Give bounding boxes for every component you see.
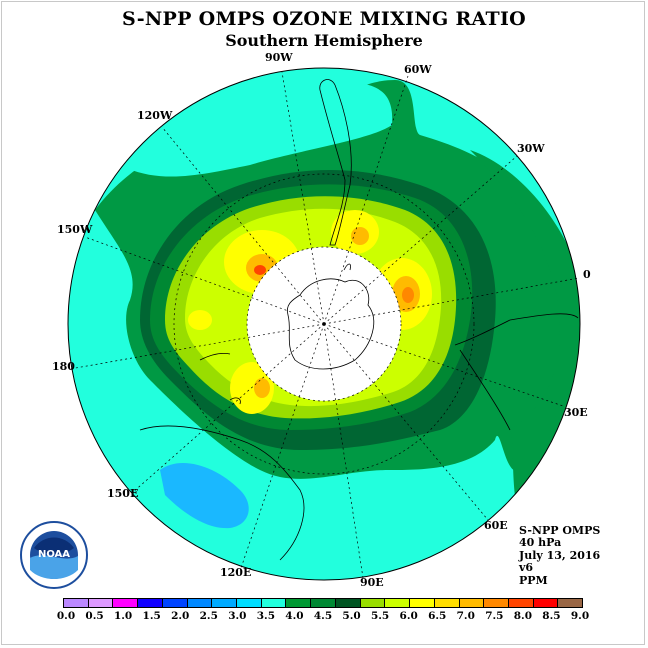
- lon-label-30w: 30W: [517, 142, 545, 155]
- band-7-0-south: [254, 378, 270, 398]
- map-border: [67, 67, 581, 581]
- colorbar-tick-label: 5.0: [342, 610, 361, 622]
- colorbar-swatch: [311, 599, 336, 607]
- colorbar-tick-label: 2.0: [171, 610, 190, 622]
- colorbar-swatch: [212, 599, 238, 607]
- colorbar-tick-label: 6.5: [428, 610, 447, 622]
- colorbar-tick-label: 4.0: [285, 610, 304, 622]
- lon-label-90e: 90E: [360, 576, 384, 589]
- colorbar-swatch: [187, 599, 213, 607]
- colorbar-swatch: [385, 599, 411, 607]
- noaa-logo: NOAA: [20, 521, 88, 589]
- colorbar-swatch: [558, 599, 583, 607]
- colorbar-swatch: [434, 599, 460, 607]
- info-panel: S-NPP OMPS 40 hPa July 13, 2016 v6 PPM: [519, 524, 601, 587]
- lon-label-150w: 150W: [57, 223, 93, 236]
- graticule: [69, 71, 580, 579]
- band-7-0-north: [351, 227, 369, 245]
- colorbar-swatch: [335, 599, 361, 607]
- ozone-field: [68, 68, 580, 580]
- colorbar-swatch: [286, 599, 312, 607]
- south-america-coast: [319, 79, 352, 246]
- colorbar-swatch: [138, 599, 163, 607]
- colorbar-tick-label: 3.0: [228, 610, 247, 622]
- colorbar: [63, 598, 583, 608]
- colorbar-swatch: [64, 599, 89, 607]
- band-3-5-patch: [160, 462, 249, 529]
- colorbar-tick-label: 4.5: [313, 610, 333, 622]
- lon-label-60w: 60W: [404, 63, 432, 76]
- colorbar-tick-label: 0.5: [85, 610, 104, 622]
- colorbar-tick-label: 1.0: [113, 610, 133, 622]
- coastlines: [139, 79, 579, 561]
- lon-label-180: 180: [52, 360, 75, 373]
- info-pressure: 40 hPa: [519, 536, 562, 550]
- colorbar-swatch: [360, 599, 386, 607]
- colorbar-tick-label: 7.5: [485, 610, 504, 622]
- info-date: July 13, 2016: [519, 548, 601, 562]
- colorbar-swatch: [508, 599, 534, 607]
- australia-coast: [139, 425, 305, 561]
- band-6-5-spot: [188, 310, 212, 330]
- colorbar-swatch: [533, 599, 559, 607]
- map-subtitle: Southern Hemisphere: [225, 31, 423, 50]
- colorbar-tick-label: 8.0: [513, 610, 533, 622]
- lon-label-60e: 60E: [484, 519, 508, 532]
- colorbar-tick-label: 5.5: [370, 610, 390, 622]
- colorbar-tick-label: 8.5: [542, 610, 561, 622]
- colorbar-tick-label: 2.5: [199, 610, 218, 622]
- south-pole-marker: [322, 322, 326, 326]
- lon-label-90w: 90W: [265, 51, 293, 64]
- antarctic-peninsula: [343, 263, 351, 271]
- colorbar-swatch: [484, 599, 509, 607]
- colorbar-tick-label: 9.0: [570, 610, 590, 622]
- colorbar-swatch: [237, 599, 262, 607]
- new-zealand: [199, 352, 231, 361]
- colorbar-swatch: [162, 599, 188, 607]
- lon-label-150e: 150E: [107, 487, 138, 500]
- colorbar-swatch: [410, 599, 435, 607]
- lon-label-0: 0: [583, 268, 591, 281]
- colorbar-ticks: 0.0 0.5 1.0 1.5 2.0 2.5 3.0 3.5 4.0 4.5 5.0 5.5 6.0 6…: [0, 610, 648, 624]
- colorbar-swatch: [459, 599, 485, 607]
- africa-east-coast: [459, 349, 511, 431]
- antarctica-coast: [286, 278, 375, 370]
- noaa-logo-text: NOAA: [38, 549, 70, 560]
- band-8-0-west: [254, 265, 266, 275]
- colorbar-swatch: [88, 599, 114, 607]
- band-7-5-east: [402, 287, 414, 303]
- colorbar-tick-label: 0.0: [56, 610, 76, 622]
- lon-label-120w: 120W: [137, 109, 173, 122]
- longitude-labels: 90W 60W 30W 0 30E 60E 90E 120E 150E 180 …: [52, 51, 591, 589]
- colorbar-swatch: [261, 599, 287, 607]
- band-6-5-south: [230, 362, 274, 414]
- island-1: [229, 397, 241, 405]
- lon-label-120e: 120E: [220, 566, 251, 579]
- map-title: S-NPP OMPS OZONE MIXING RATIO: [121, 8, 527, 30]
- colorbar-tick-label: 3.5: [256, 610, 276, 622]
- info-version: v6: [519, 561, 534, 575]
- colorbar-tick-label: 1.5: [142, 610, 161, 622]
- info-instrument: S-NPP OMPS: [519, 524, 601, 537]
- colorbar-swatch: [113, 599, 139, 607]
- colorbar-tick-label: 7.0: [456, 610, 475, 622]
- lon-label-30e: 30E: [564, 406, 588, 419]
- info-units: PPM: [519, 573, 548, 587]
- africa-coast: [454, 313, 579, 346]
- colorbar-tick-label: 6.0: [399, 610, 418, 622]
